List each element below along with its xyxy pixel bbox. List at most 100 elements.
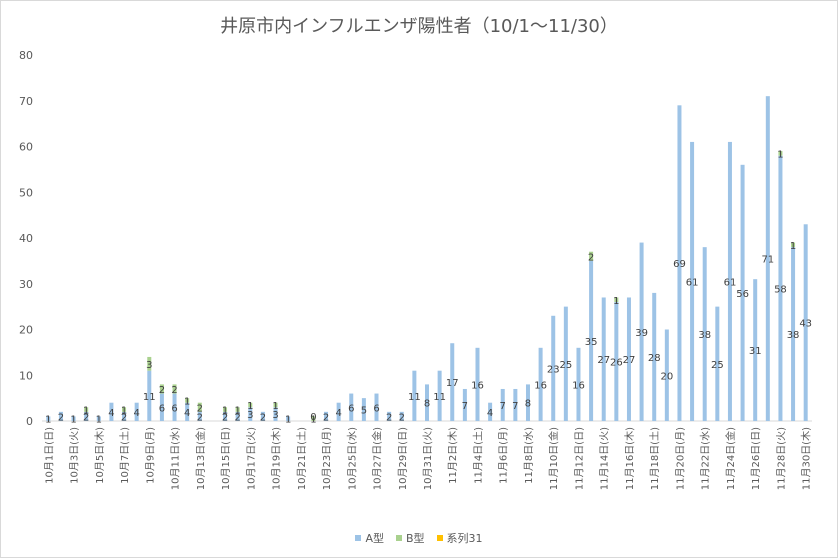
bar-b [84,407,89,412]
bar-a [109,402,114,421]
data-label-a: 1 [285,415,291,426]
x-tick-date: 10月7日 [119,445,131,484]
bar-b [248,402,253,408]
x-tick-label: 10月1日(日) [43,427,55,484]
bar-a [576,347,581,421]
x-tick-dow: (金) [547,427,560,445]
data-label-a: 8 [424,399,430,410]
data-label-a: 25 [559,360,572,371]
data-label-a: 11 [433,392,446,403]
bar-b [791,242,796,248]
x-tick-date: 10月3日 [69,445,81,484]
bar-b [311,416,316,421]
x-tick-date: 10月5日 [94,445,106,484]
x-tick-date: 10月1日 [43,445,55,484]
x-tick-dow: (日) [44,427,55,445]
data-label-b: 2 [588,252,594,263]
data-label-a: 2 [121,412,127,423]
data-label-a: 7 [500,401,506,412]
x-tick-date: 11月12日 [573,445,585,490]
data-label-a: 71 [761,255,774,266]
data-label-a: 26 [610,358,623,369]
x-tick-label: 11月18日(土) [648,427,661,490]
data-label-a: 16 [572,380,585,391]
data-label-a: 2 [222,412,228,423]
data-label-a: 11 [408,392,421,403]
x-tick-date: 11月28日 [775,445,787,490]
data-label-a: 25 [711,360,724,371]
x-tick-label: 11月2日(木) [447,427,459,484]
y-tick-label: 0 [26,415,33,428]
x-tick-label: 11月26日(日) [750,427,762,490]
x-tick-label: 10月25日(水) [346,427,358,490]
bar-a [349,393,354,421]
bar-b [778,151,783,156]
bar-a [500,388,505,421]
bar-a [614,302,619,421]
bar-a [387,411,392,421]
x-tick-date: 11月26日 [750,445,762,490]
x-tick-dow: (金) [371,427,384,445]
x-tick-date: 10月15日 [220,445,232,490]
data-label-a: 6 [159,403,165,414]
bar-a [702,247,707,421]
bar-b [589,251,594,261]
x-tick-dow: (日) [751,427,762,445]
bar-a [538,347,543,421]
y-tick-label: 50 [19,186,33,199]
x-tick-date: 10月29日 [397,445,409,490]
bar-a [791,247,796,421]
data-label-a: 27 [597,355,610,366]
bar-b [172,384,177,394]
data-label-a: 56 [736,289,749,300]
data-label-a: 61 [686,277,699,288]
x-tick-dow: (月) [144,427,156,445]
bar-a [286,416,291,421]
bar-a [223,411,228,421]
x-tick-label: 10月27日(金) [371,427,384,490]
data-label-a: 6 [373,403,379,414]
x-tick-dow: (木) [271,427,283,445]
data-label-a: 38 [698,330,711,341]
x-tick-date: 11月6日 [498,445,510,484]
bar-a [336,402,341,421]
x-tick-dow: (木) [447,427,459,445]
bar-a [513,388,518,421]
data-label-a: 1 [96,415,102,426]
bar-a [399,411,404,421]
x-tick-dow: (月) [674,427,686,445]
x-tick-date: 10月25日 [346,445,358,490]
data-label-b: 1 [777,149,783,160]
x-tick-dow: (木) [801,427,813,445]
y-tick-label: 80 [19,49,33,62]
data-label-a: 31 [749,346,762,357]
data-label-a: 27 [623,355,636,366]
bar-a [324,411,329,421]
bar-a [803,224,808,421]
x-tick-label: 11月8日(水) [523,427,535,484]
x-tick-date: 10月19日 [271,445,283,490]
x-tick-label: 11月16日(木) [624,427,636,490]
x-tick-date: 10月21日 [296,445,308,490]
legend-item-a: A型 [355,530,384,546]
x-tick-dow: (水) [523,427,535,445]
x-tick-label: 10月7日(土) [118,427,131,484]
data-label-a: 38 [787,330,800,341]
data-label-a: 61 [724,277,737,288]
bar-a [677,105,682,421]
bar-a [235,411,240,421]
data-label-a: 4 [133,408,139,419]
bar-a [626,297,631,421]
bar-a [46,416,51,421]
x-tick-dow: (月) [321,427,333,445]
data-label-a: 4 [335,408,341,419]
x-tick-date: 11月18日 [649,445,661,490]
bar-a [488,402,493,421]
bar-a [248,407,253,421]
x-tick-dow: (土) [118,427,131,445]
data-label-b: 1 [247,401,253,412]
bar-b [147,356,152,371]
x-tick-date: 11月16日 [624,445,636,490]
x-tick-dow: (土) [295,427,308,445]
bar-a [652,292,657,421]
